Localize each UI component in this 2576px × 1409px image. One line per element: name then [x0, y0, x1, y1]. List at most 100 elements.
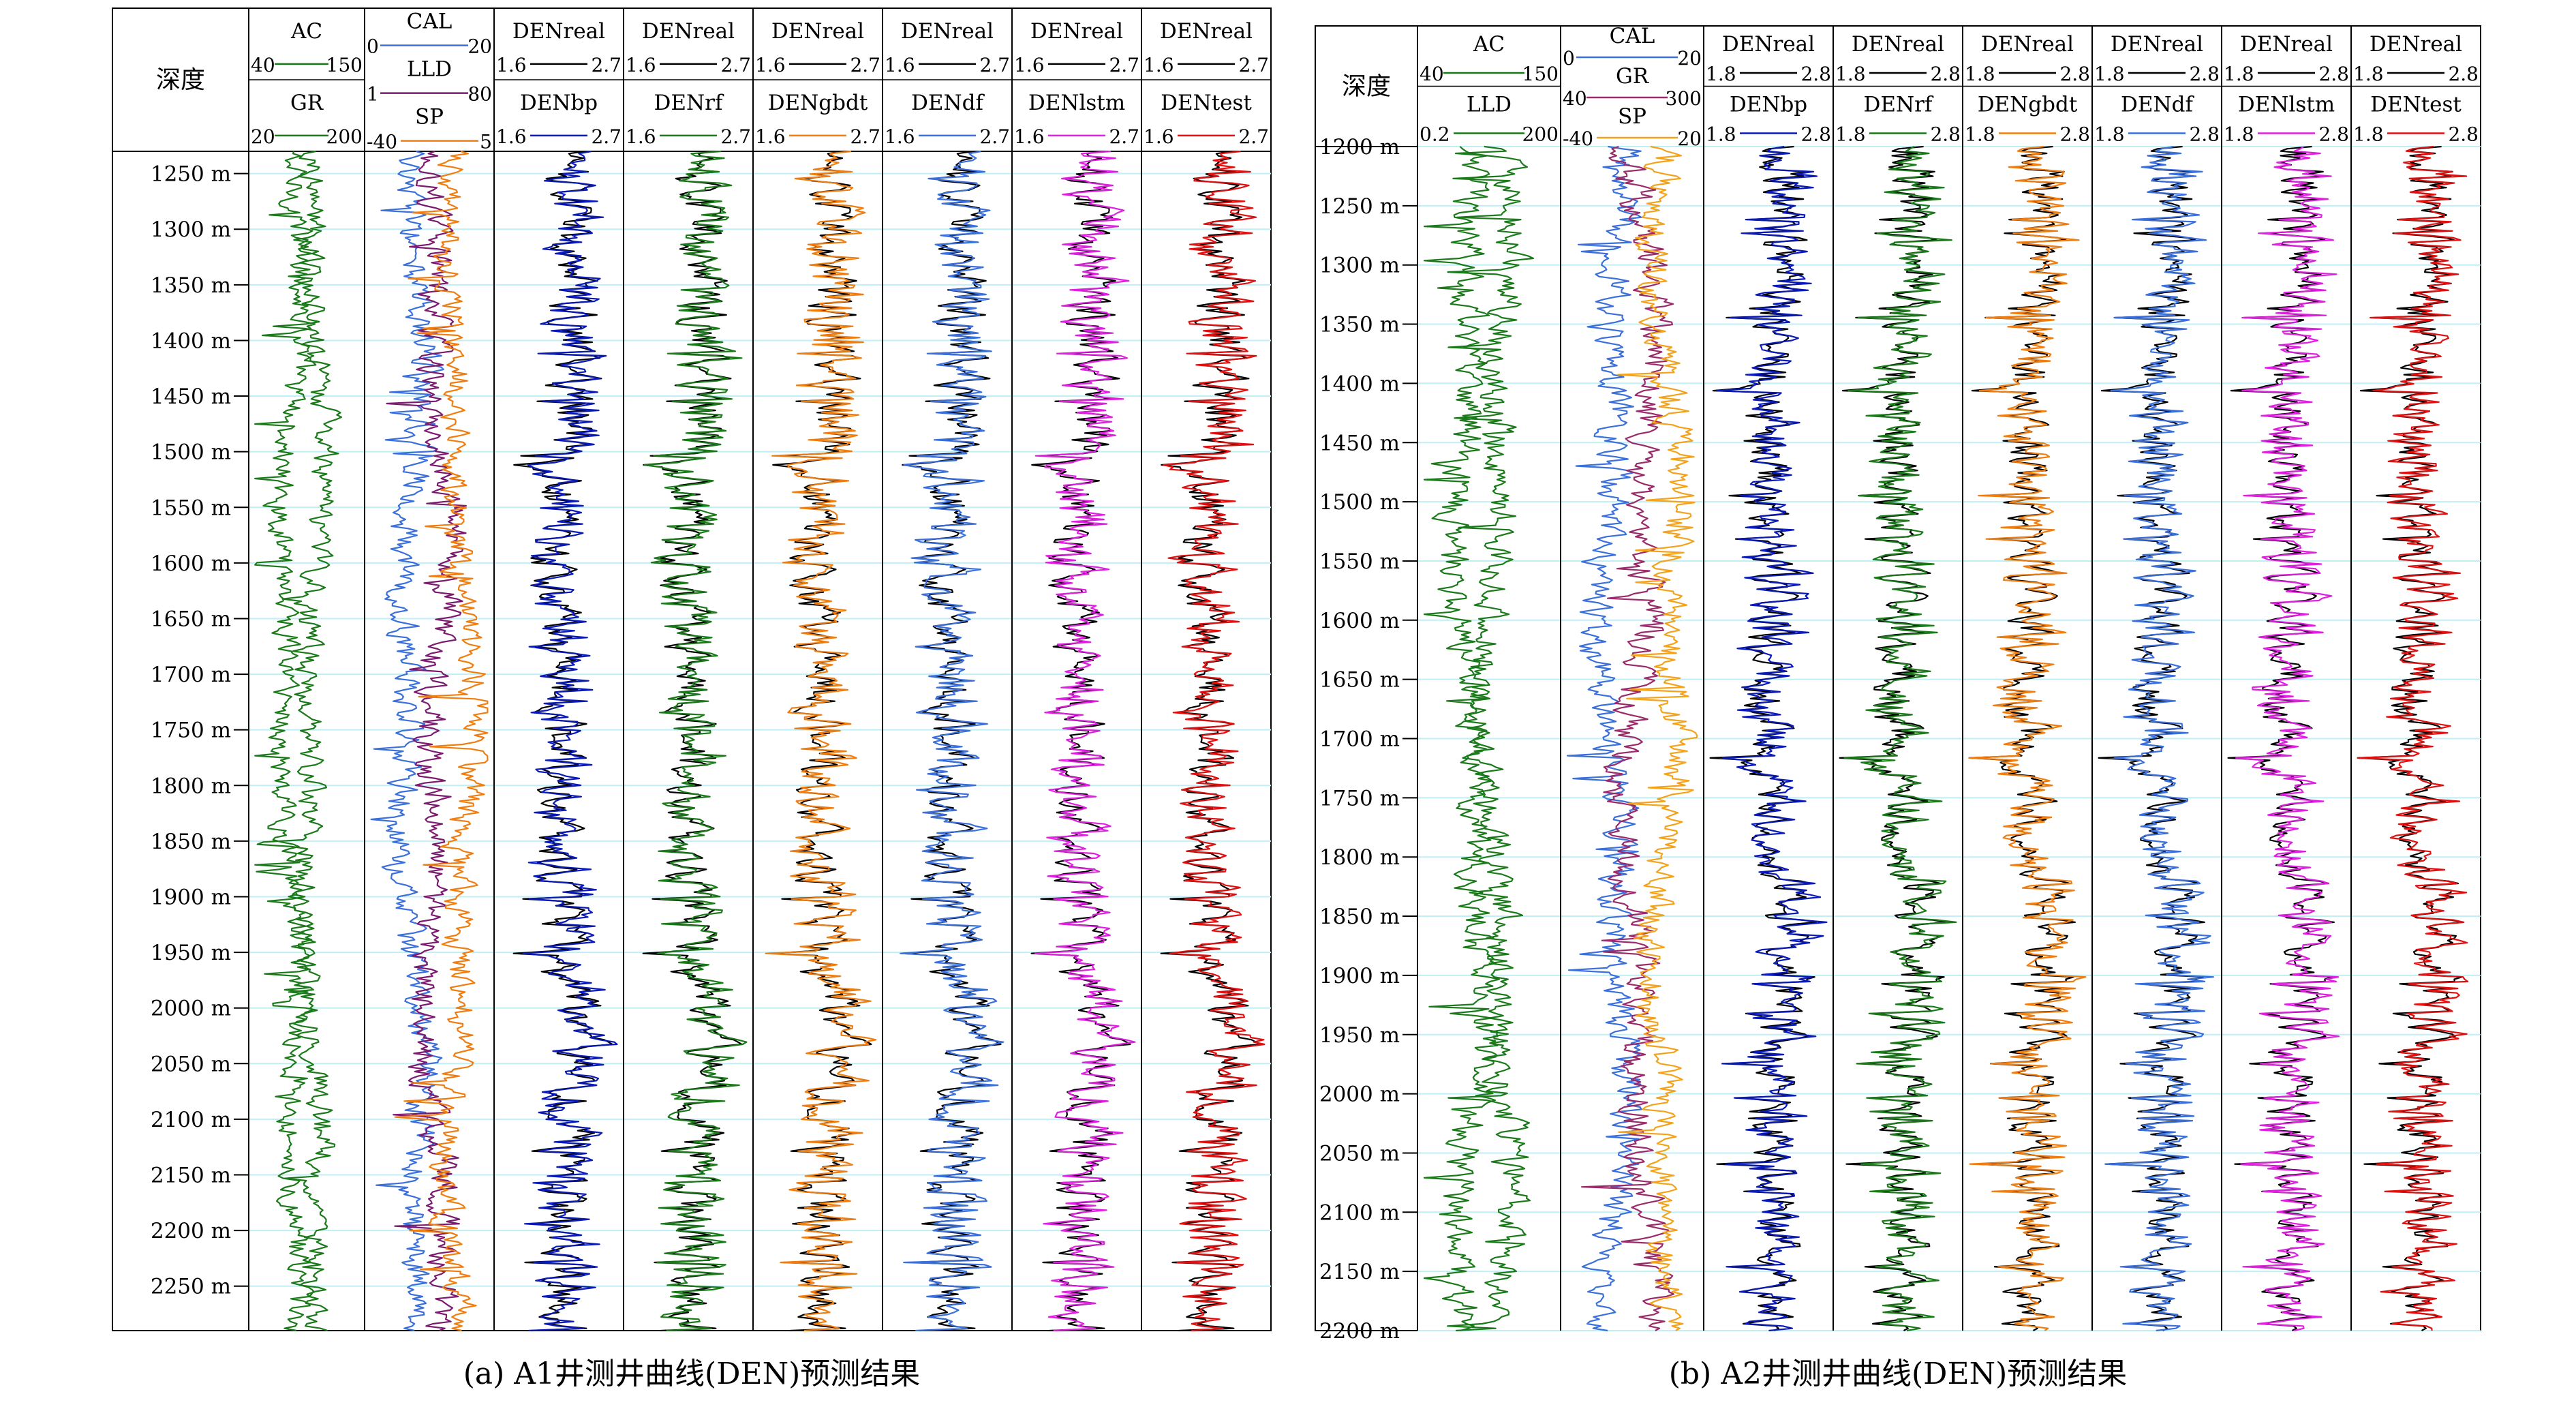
depth-tick-label: 2050 m	[1319, 1141, 1400, 1166]
depth-tick-label: 1600 m	[151, 551, 231, 576]
depth-tick-label: 1700 m	[151, 663, 231, 687]
depth-tick-label: 1800 m	[1319, 845, 1400, 870]
scale-max-label: 2.8	[2448, 63, 2479, 85]
scale-max-label: 300	[1666, 87, 1702, 110]
scale-min-label: 1.8	[2224, 123, 2254, 146]
curve-denrf	[1843, 146, 1957, 1332]
curve-name-label: DENbp	[520, 91, 598, 115]
depth-tick-label: 2200 m	[1319, 1319, 1400, 1344]
curve-name-label: AC	[290, 19, 322, 44]
scale-max-label: 2.8	[2318, 123, 2349, 146]
curve-name-label: DENdf	[911, 91, 985, 115]
curve-lld	[1446, 145, 1534, 1332]
scale-max-label: 2.8	[2448, 123, 2479, 146]
scale-max-label: 2.7	[850, 125, 880, 148]
scale-max-label: 2.8	[2318, 63, 2349, 85]
scale-max-label: 2.7	[1109, 54, 1139, 76]
depth-tick-label: 1450 m	[1319, 431, 1400, 455]
depth-tick-label: 1400 m	[1319, 372, 1400, 396]
scale-min-label: 1.8	[1835, 123, 1866, 146]
curve-name-label: CAL	[407, 9, 453, 33]
scale-max-label: 2.8	[2059, 63, 2090, 85]
scale-max-label: 2.7	[979, 54, 1010, 76]
scale-min-label: 1.8	[2094, 123, 2125, 146]
curve-denlstm	[2235, 146, 2340, 1332]
depth-tick-label: 1600 m	[1319, 609, 1400, 633]
depth-tick-label: 2000 m	[1319, 1082, 1400, 1107]
curve-sp	[1616, 145, 1698, 1331]
scale-max-label: 2.8	[2189, 63, 2220, 85]
scale-min-label: 1.8	[1706, 63, 1736, 85]
depth-tick-label: 1500 m	[151, 440, 231, 465]
curve-name-label: DENreal	[512, 19, 605, 44]
depth-tick-label: 1550 m	[1319, 549, 1400, 574]
curve-name-label: DENdf	[2121, 93, 2194, 117]
depth-tick-label: 2100 m	[1319, 1200, 1400, 1225]
curve-name-label: DENreal	[2111, 32, 2203, 57]
scale-min-label: -40	[1563, 127, 1593, 150]
curve-name-label: GR	[1616, 64, 1650, 89]
scale-max-label: 2.8	[1930, 63, 1961, 85]
curve-denreal	[642, 150, 743, 1332]
scale-min-label: 1.6	[1144, 125, 1174, 148]
depth-tick-label: 1700 m	[1319, 727, 1400, 752]
curve-name-label: DENgbdt	[768, 91, 868, 115]
depth-tick-label: 1500 m	[1319, 490, 1400, 515]
depth-tick-label: 1950 m	[1319, 1023, 1400, 1048]
depth-tick-label: 1550 m	[151, 496, 231, 520]
scale-min-label: 40	[1563, 87, 1587, 110]
panel-frame	[112, 7, 1272, 1331]
curve-name-label: DENtest	[1161, 91, 1252, 115]
curve-dengbdt	[765, 150, 877, 1332]
scale-min-label: 1.6	[626, 125, 656, 148]
depth-header: 深度	[1342, 73, 1391, 101]
curve-name-label: GR	[290, 91, 324, 115]
scale-max-label: 5	[480, 131, 492, 153]
scale-min-label: 1.6	[496, 54, 527, 76]
depth-tick-label: 1850 m	[1319, 905, 1400, 929]
depth-tick-label: 1350 m	[151, 273, 231, 298]
curve-name-label: DENreal	[1722, 32, 1815, 57]
depth-tick-label: 1200 m	[1319, 135, 1400, 160]
scale-max-label: 2.8	[1930, 123, 1961, 146]
scale-min-label: 1.6	[1014, 125, 1045, 148]
depth-tick-label: 1350 m	[1319, 313, 1400, 337]
curve-name-label: DENreal	[901, 19, 994, 44]
scale-max-label: 200	[326, 125, 363, 148]
curve-ac	[254, 151, 321, 1332]
curve-name-label: DENreal	[1981, 32, 2074, 57]
scale-max-label: 200	[1522, 123, 1559, 146]
curve-dentest	[1163, 150, 1266, 1332]
depth-tick-label: 1250 m	[1319, 194, 1400, 219]
scale-max-label: 20	[1677, 127, 1702, 150]
scale-min-label: 1.8	[2224, 63, 2254, 85]
scale-min-label: 1.6	[496, 125, 527, 148]
scale-min-label: 1.6	[885, 125, 915, 148]
curve-dendf	[900, 150, 1005, 1332]
depth-tick-label: 1950 m	[151, 941, 231, 965]
scale-min-label: 1.6	[626, 54, 656, 76]
curve-name-label: DENreal	[771, 19, 864, 44]
depth-tick-label: 2150 m	[151, 1164, 231, 1188]
curve-name-label: DENgbdt	[1978, 93, 2078, 117]
depth-tick-label: 1300 m	[151, 217, 231, 242]
curve-name-label: LLD	[407, 57, 452, 81]
depth-tick-label: 1800 m	[151, 774, 231, 798]
curve-name-label: DENlstm	[2238, 93, 2335, 117]
scale-max-label: 20	[1677, 47, 1702, 70]
scale-max-label: 150	[326, 54, 363, 76]
scale-min-label: 1.8	[2094, 63, 2125, 85]
scale-min-label: 1.8	[2353, 63, 2384, 85]
scale-max-label: 2.7	[850, 54, 880, 76]
depth-tick-label: 1650 m	[151, 607, 231, 631]
scale-min-label: 1.8	[2353, 123, 2384, 146]
depth-tick-label: 1400 m	[151, 329, 231, 353]
curve-dentest	[2357, 145, 2469, 1331]
depth-tick-label: 1750 m	[1319, 786, 1400, 810]
curve-name-label: DENreal	[1852, 32, 1944, 57]
depth-tick-label: 2200 m	[151, 1219, 231, 1243]
scale-max-label: 2.8	[1800, 123, 1831, 146]
curve-name-label: DENreal	[1160, 19, 1253, 44]
